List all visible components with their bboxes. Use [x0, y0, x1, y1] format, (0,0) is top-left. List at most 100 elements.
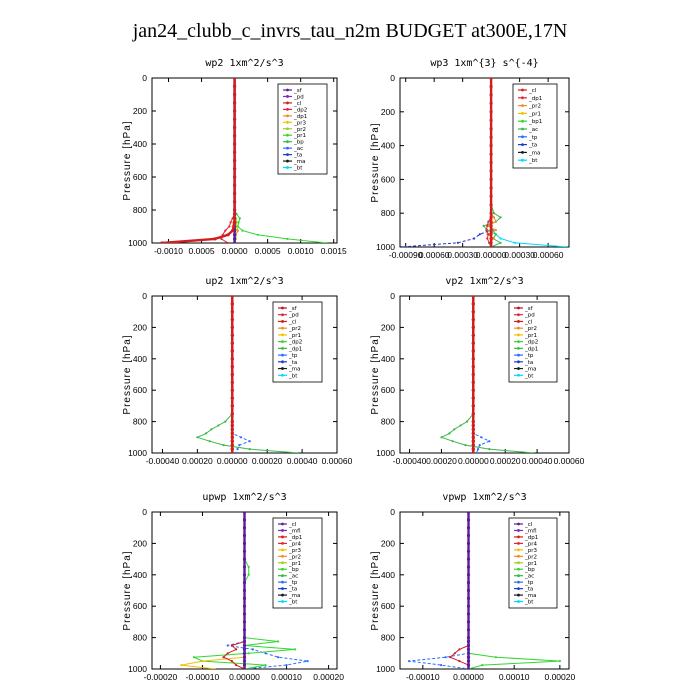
legend-marker: [517, 554, 520, 558]
legend-label: _dp1: [288, 346, 302, 352]
series-point-cl: [489, 215, 493, 219]
legend-label: _ma: [293, 159, 305, 165]
series-point-dp1: [488, 448, 491, 451]
series-point-cl: [230, 310, 234, 314]
series-point-cl: [230, 372, 234, 377]
series-point-ac: [482, 224, 485, 227]
legend-label: _cl: [524, 522, 533, 528]
legend-marker: [521, 158, 524, 162]
series-point-cl: [230, 420, 234, 424]
legend-label: _sf: [293, 88, 303, 94]
plot-frame: [399, 511, 570, 670]
y-tick-label: 200: [381, 538, 395, 548]
panel-title: wp2 1xm^2/s^3: [205, 58, 283, 69]
series-point-cl: [233, 125, 237, 130]
legend-marker: [517, 587, 520, 591]
series-point-cl: [226, 233, 230, 237]
series-point-dp1: [486, 224, 489, 227]
legend-marker: [517, 522, 520, 526]
series-point-cl: [233, 142, 237, 146]
series-point-pr1: [237, 221, 240, 224]
series-point-cl: [466, 549, 471, 553]
panel-0: wp2 1xm^2/s^3 0 200 400 600 800 1000 -0.0010 0.0…: [122, 58, 347, 256]
series-point-dp2: [224, 229, 227, 232]
legend-marker: [281, 306, 284, 310]
series-point-dp1: [458, 660, 461, 663]
legend-label: _ta: [293, 153, 302, 159]
series-point-ta: [478, 233, 481, 236]
y-tick-label: 0: [142, 73, 147, 83]
legend-marker: [281, 587, 284, 591]
y-tick-label: 1000: [128, 664, 147, 674]
x-tick-label: 0.0000: [222, 246, 248, 256]
legend-marker: [517, 320, 520, 323]
legend-label: _pr2: [524, 326, 537, 332]
series-point-cl: [242, 639, 247, 644]
y-tick-label: 200: [133, 538, 147, 548]
series-point-tp: [477, 448, 480, 451]
legend-label: _pr1: [524, 333, 537, 339]
series-point-tp: [251, 648, 254, 651]
x-tick-label: 0.0005: [189, 246, 215, 256]
series-point-cl: [233, 175, 237, 179]
series-point-cl: [242, 573, 247, 577]
x-tick-label: 0.00020: [544, 672, 575, 682]
legend-marker: [281, 367, 284, 370]
series-point-cl: [242, 659, 247, 663]
series-point-cl: [466, 588, 471, 593]
series-point-cl: [242, 651, 247, 655]
legend-marker: [281, 561, 284, 565]
series-point-dp1: [453, 428, 456, 431]
series-point-bp: [558, 660, 562, 663]
series-point-cl: [242, 565, 247, 569]
series-point-dp1: [235, 648, 238, 651]
series-point-bp: [293, 648, 297, 651]
series-point-cl: [489, 245, 493, 247]
series-point-cl: [489, 211, 493, 215]
series-point-bp: [481, 664, 484, 667]
x-tick-label: 0.00000: [453, 672, 484, 682]
x-tick-label: 0.00000: [458, 456, 489, 466]
series-point-cl: [466, 557, 471, 561]
legend-marker: [286, 133, 289, 137]
y-axis-label: Pressure [hPa]: [122, 334, 133, 414]
series-point-cl: [466, 655, 471, 659]
series-point-cl: [160, 241, 164, 243]
series-point-dp1: [440, 436, 443, 439]
legend-marker: [286, 95, 289, 98]
legend-label: _cl: [288, 522, 297, 528]
series-point-cl: [489, 160, 493, 165]
series-point-cl: [242, 663, 247, 667]
series-point-ac: [499, 216, 502, 219]
series-point-cl: [232, 224, 236, 229]
x-tick-label: -0.00020: [144, 672, 178, 682]
legend-marker: [517, 313, 520, 317]
y-tick-label: 0: [390, 291, 395, 301]
series-point-cl: [489, 152, 493, 156]
legend-marker: [281, 320, 284, 323]
y-tick-label: 600: [133, 601, 147, 611]
legend-marker: [521, 151, 524, 154]
legend-marker: [517, 535, 520, 539]
series-point-cl: [231, 229, 235, 233]
x-tick-label: 0.00020: [252, 456, 283, 466]
series-point-cl: [471, 447, 475, 451]
series-point-dp1: [459, 424, 462, 427]
legend-label: _pr2: [288, 326, 301, 332]
series-point-cl: [466, 518, 471, 522]
series-point-tp: [306, 660, 309, 663]
x-tick-label: 0.00000: [217, 456, 248, 466]
legend-label: _ac: [528, 127, 538, 133]
legend-label: _cl: [528, 88, 537, 94]
x-tick-label: 0.00060: [554, 456, 585, 466]
plot-frame: [399, 295, 570, 454]
legend-marker: [281, 580, 284, 584]
y-axis-label: Pressure [hPa]: [370, 122, 381, 202]
series-point-cl: [466, 659, 471, 663]
series-point-cl: [242, 518, 247, 522]
series-line-cl: [161, 78, 236, 243]
y-tick-label: 600: [381, 385, 395, 395]
panel-5: vpwp 1xm^2/s^3 0 200 400 600 800 1000 -0.00010 0…: [370, 492, 575, 682]
series-point-cl: [489, 118, 493, 122]
panel-title: vp2 1xm^2/s^3: [445, 276, 523, 287]
